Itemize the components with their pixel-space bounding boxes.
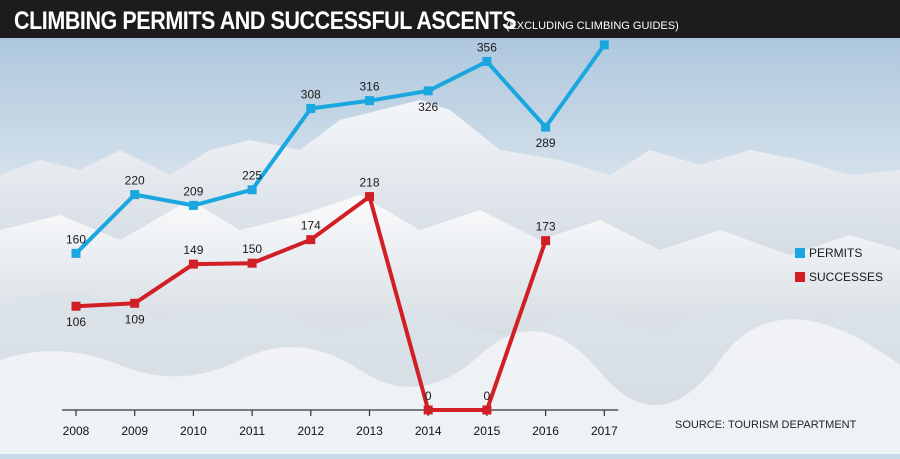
- x-tick-label: 2014: [415, 424, 442, 438]
- data-label: 326: [418, 100, 438, 114]
- mountain-background-image: [0, 38, 900, 454]
- x-tick-label: 2010: [180, 424, 207, 438]
- x-tick-label: 2017: [591, 424, 618, 438]
- data-point-marker: [482, 405, 492, 415]
- x-tick-label: 2009: [121, 424, 148, 438]
- title-bar: CLIMBING PERMITS AND SUCCESSFUL ASCENTS …: [0, 0, 900, 38]
- data-point-marker: [71, 248, 81, 258]
- data-label: 109: [125, 312, 145, 326]
- data-label: 308: [301, 87, 321, 101]
- data-point-marker: [306, 103, 316, 113]
- x-tick-label: 2011: [239, 424, 265, 438]
- data-point-marker: [365, 96, 374, 106]
- data-label: 160: [66, 232, 86, 246]
- data-point-marker: [247, 258, 257, 268]
- legend-label: PERMITS: [809, 246, 862, 260]
- series-successes: 106 109 149 150 174 218 0 0 173: [66, 176, 556, 415]
- data-label: 220: [125, 174, 145, 188]
- legend-swatch: [795, 272, 805, 282]
- chart-title: CLIMBING PERMITS AND SUCCESSFUL ASCENTS: [14, 7, 517, 35]
- data-label: 356: [477, 40, 497, 54]
- data-label: 0: [484, 389, 491, 403]
- data-point-marker: [188, 259, 198, 269]
- data-label: 174: [301, 219, 321, 233]
- x-tick-label: 2016: [532, 424, 559, 438]
- x-tick-label: 2008: [63, 424, 90, 438]
- series-line: [74, 43, 606, 255]
- legend-swatch: [795, 248, 805, 258]
- data-label: 225: [242, 169, 262, 183]
- source-note: SOURCE: TOURISM DEPARTMENT: [675, 419, 857, 431]
- data-label: 106: [66, 315, 86, 329]
- data-label: 0: [425, 389, 432, 403]
- data-point-marker: [188, 200, 198, 210]
- x-tick-label: 2013: [356, 424, 383, 438]
- chart-subtitle: (EXCLUDING CLIMBING GUIDES): [505, 20, 679, 32]
- data-point-marker: [423, 86, 433, 96]
- data-point-marker: [541, 236, 551, 246]
- data-label: 316: [359, 80, 379, 94]
- data-point-marker: [599, 40, 609, 50]
- legend: PERMITS SUCCESSES: [795, 246, 883, 284]
- data-label: 209: [183, 184, 203, 198]
- x-tick-label: 2012: [297, 424, 324, 438]
- data-point-marker: [365, 192, 374, 202]
- data-label: 149: [183, 243, 203, 257]
- data-point-marker: [423, 405, 433, 415]
- data-point-marker: [130, 298, 140, 308]
- data-label: 218: [359, 176, 379, 190]
- data-point-marker: [482, 56, 492, 66]
- legend-label: SUCCESSES: [809, 270, 883, 284]
- data-point-marker: [306, 235, 316, 245]
- data-label: 289: [536, 136, 556, 150]
- data-point-marker: [247, 185, 257, 195]
- data-label: 150: [242, 242, 262, 256]
- data-point-marker: [541, 122, 551, 132]
- x-tick-label: 2015: [474, 424, 501, 438]
- data-label: 173: [536, 220, 556, 234]
- data-point-marker: [71, 301, 81, 311]
- data-point-marker: [130, 190, 140, 200]
